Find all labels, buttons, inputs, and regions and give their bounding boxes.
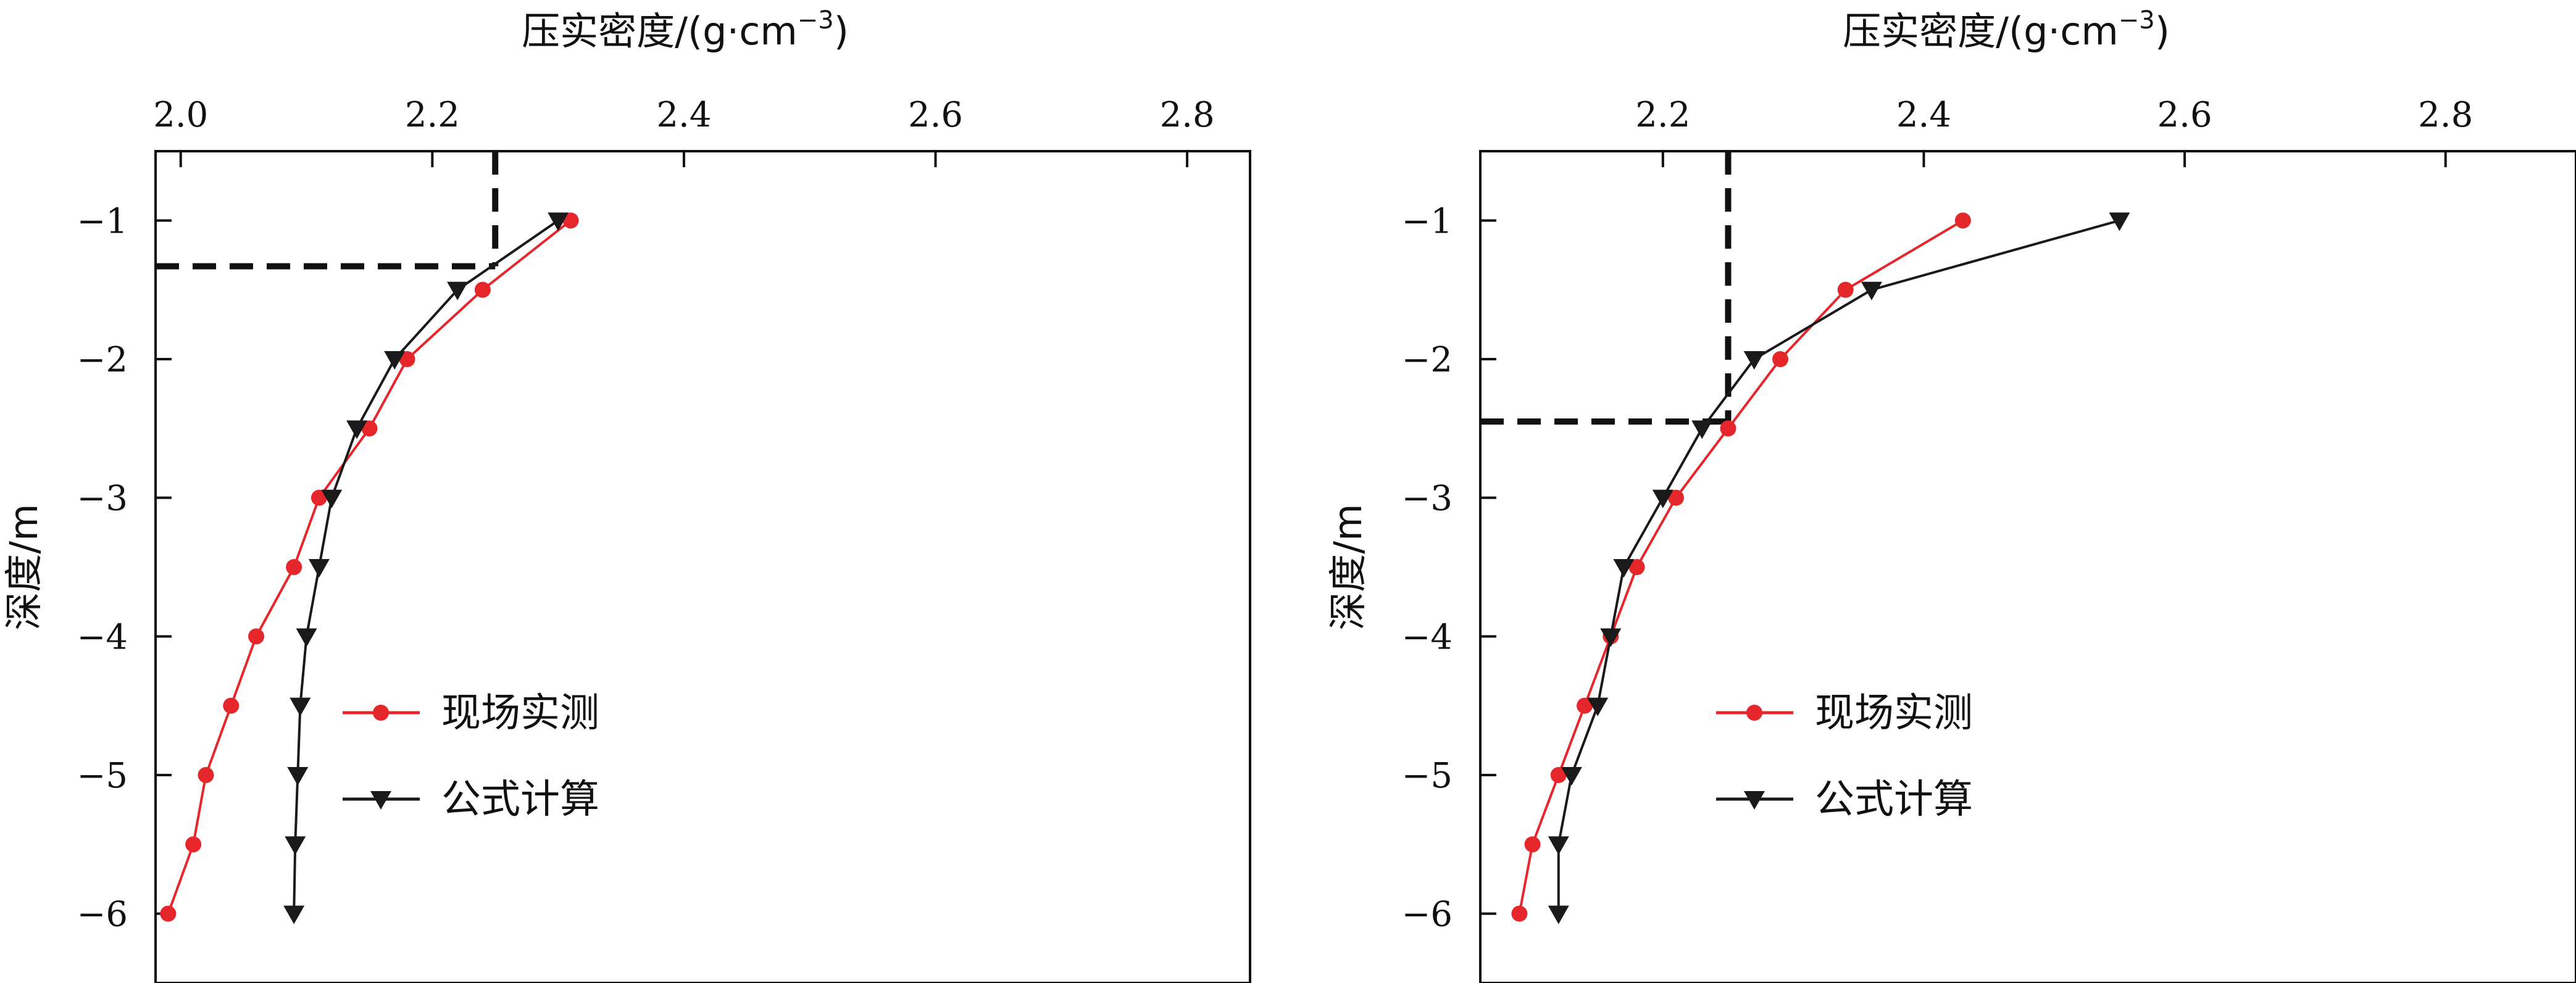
data-point-calculated [2109,212,2130,231]
data-point-calculated [346,420,368,439]
y-tick-label: −4 [1401,617,1453,657]
data-point-measured [1628,559,1645,575]
data-point-measured [1511,905,1528,922]
x-tick-label: 2.4 [656,95,711,135]
x-axis-title: 压实密度/(g·cm−3) [1843,6,2170,54]
x-axis-title-main: 压实密度/(g·cm [1843,9,2119,54]
data-point-measured [1837,281,1854,298]
data-point-measured [474,281,491,298]
data-point-measured [311,489,327,506]
data-point-calculated [1691,420,1713,439]
y-tick-label: −3 [1401,479,1453,519]
data-point-measured [562,212,579,229]
y-tick-label: −5 [1401,756,1453,796]
data-point-calculated [384,351,406,370]
x-tick-label: 2.0 [153,95,208,135]
data-point-measured [160,905,177,922]
legend-label: 公式计算 [441,777,599,823]
x-tick-label: 2.6 [908,95,963,135]
data-point-calculated [1561,767,1582,786]
x-tick-label: 2.6 [2157,95,2212,135]
chart-panel-1: 2.0 2.2 2.4 2.6 2.8−1−2−3−4−5−6压实密度/(g·cm−3)… [1,6,1251,983]
data-point-measured [361,420,378,437]
x-axis-title-main: 压实密度/(g·cm [522,9,798,54]
x-tick-label: 2.2 [1635,95,1690,135]
legend-marker-calculated [1744,791,1765,810]
y-tick-label: −5 [77,756,128,796]
y-axis-title: 深度/m [1325,504,1370,630]
chart-panel-2: 2.2 2.4 2.6 2.8−1−2−3−4−5−6压实密度/(g·cm−3)深度/… [1325,6,2576,983]
data-point-calculated [308,559,330,578]
x-axis-title: 压实密度/(g·cm−3) [522,6,849,54]
x-axis-title-sup: −3 [2119,6,2155,35]
x-tick-label: 2.2 [405,95,460,135]
plot-frame [154,150,1251,983]
data-point-calculated [1743,351,1765,370]
data-point-calculated [296,628,317,647]
data-point-calculated [1652,489,1674,508]
data-point-calculated [1861,281,1882,301]
data-point-measured [248,628,265,645]
data-point-measured [185,836,202,853]
data-point-measured [1954,212,1971,229]
y-tick-label: −1 [1401,201,1453,241]
data-point-measured [1772,351,1789,367]
data-point-calculated [447,281,469,301]
legend-marker-measured [1746,705,1762,721]
x-tick-label: 2.8 [1160,95,1215,135]
x-axis-title-close: ) [2155,9,2170,54]
data-point-calculated [283,905,305,924]
data-point-calculated [1548,905,1569,924]
y-axis-title: 深度/m [1,504,46,630]
y-tick-label: −4 [77,617,128,657]
data-point-measured [1550,767,1567,783]
legend-marker-measured [373,705,389,721]
data-point-measured [286,559,302,575]
data-point-measured [399,351,415,367]
data-point-calculated [1548,836,1569,855]
legend-label: 现场实测 [441,691,599,736]
data-point-calculated [321,489,343,508]
x-axis-title-sup: −3 [798,6,834,35]
y-tick-label: −6 [1401,895,1453,935]
data-point-calculated [548,212,569,231]
data-point-calculated [1613,559,1635,578]
data-point-measured [1667,489,1684,506]
y-tick-label: −2 [77,340,128,380]
data-point-measured [198,767,214,783]
plot-frame [1479,150,2576,983]
data-point-calculated [290,697,311,716]
data-point-calculated [285,836,306,855]
data-point-measured [1577,697,1593,714]
data-point-calculated [287,767,309,786]
y-tick-label: −1 [77,201,128,241]
x-tick-label: 2.8 [2418,95,2473,135]
data-point-measured [1524,836,1541,853]
legend-label: 公式计算 [1815,777,1973,823]
y-tick-label: −2 [1401,340,1453,380]
legend-marker-calculated [370,791,391,810]
x-tick-label: 2.4 [1896,95,1951,135]
data-point-measured [1720,420,1736,437]
y-tick-label: −3 [77,479,128,519]
data-point-calculated [1587,697,1609,716]
data-point-measured [223,697,240,714]
data-point-calculated [1600,628,1622,647]
legend-label: 现场实测 [1815,691,1973,736]
x-axis-title-close: ) [834,9,849,54]
y-tick-label: −6 [77,895,128,935]
